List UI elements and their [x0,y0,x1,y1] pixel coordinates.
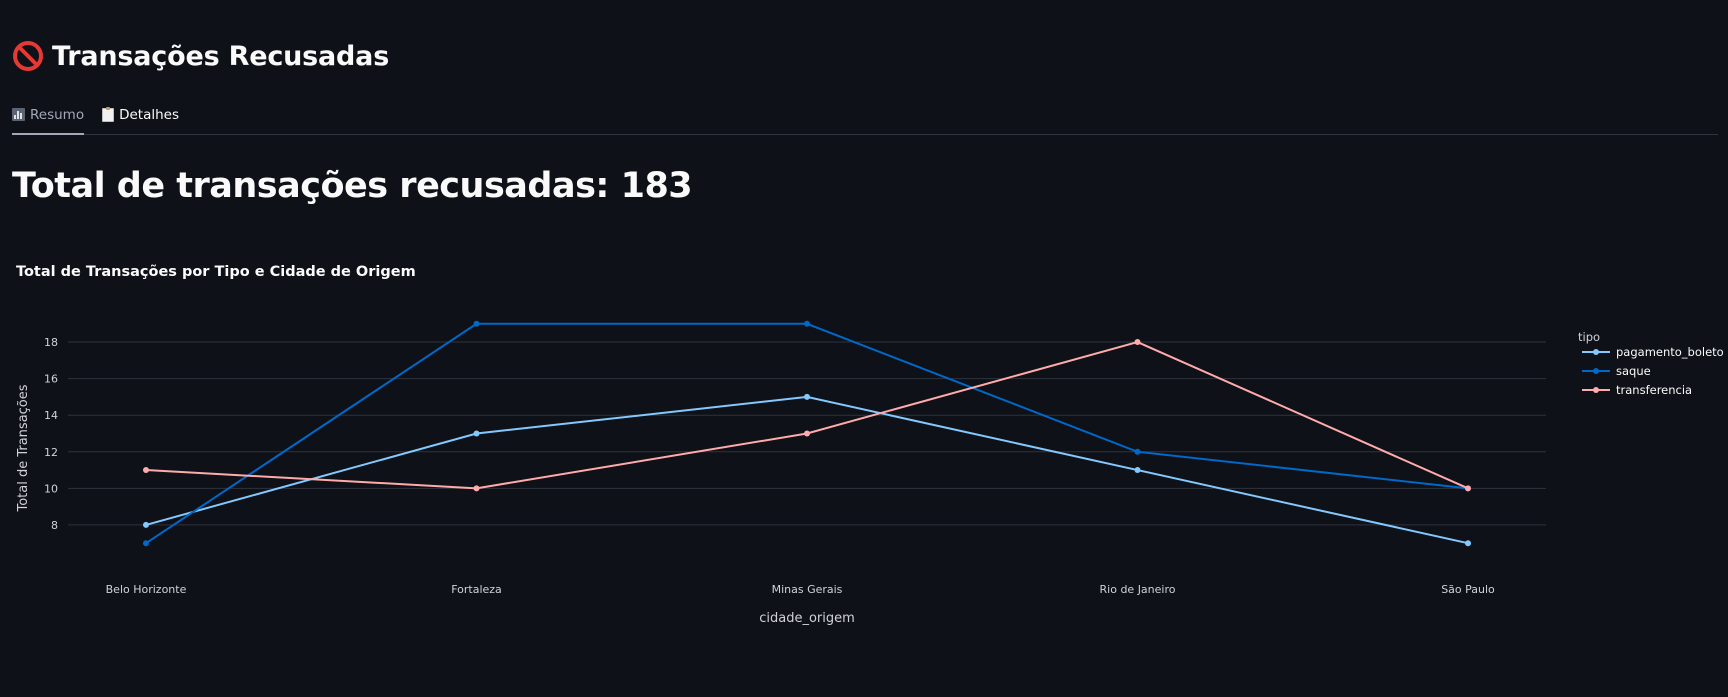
data-point[interactable] [143,467,149,474]
y-tick-label: 8 [51,519,58,532]
series-line[interactable] [145,395,1469,545]
legend-label: pagamento_boleto [1616,345,1724,359]
clipboard-icon [102,106,115,122]
y-tick-label: 12 [44,446,58,459]
tab-resumo[interactable]: Resumo [12,96,85,135]
legend-item-pagamento_boleto[interactable]: pagamento_boleto [1582,345,1724,359]
legend-label: transferencia [1616,383,1692,397]
data-point[interactable] [1465,540,1471,547]
x-tick-label: Fortaleza [451,583,502,596]
x-tick-label: Rio de Janeiro [1100,583,1176,596]
x-tick-label: São Paulo [1441,583,1495,596]
bar-chart-icon [12,108,25,121]
legend-title: tipo [1578,330,1600,344]
series-transferencia[interactable] [143,339,1471,492]
data-point[interactable] [473,430,480,437]
x-axis-ticks: Belo Horizonte Fortaleza Minas Gerais Rio d… [106,583,1495,596]
y-tick-label: 18 [44,336,58,349]
data-point[interactable] [1134,339,1141,346]
data-point[interactable] [804,393,810,400]
tab-detalhes[interactable]: Detalhes [102,96,179,133]
legend-item-saque[interactable]: saque [1582,364,1651,378]
data-point[interactable] [473,485,480,492]
data-point[interactable] [1134,467,1141,474]
data-point[interactable] [1134,448,1141,455]
data-point[interactable] [1465,485,1471,492]
prohibited-icon [13,41,43,71]
line-chart: Total de Transações por Tipo e Cidade de… [16,264,1724,626]
legend-label: saque [1616,364,1651,378]
x-tick-label: Minas Gerais [772,583,843,596]
y-tick-label: 16 [44,373,58,386]
data-point[interactable] [473,320,480,327]
y-tick-label: 10 [44,482,58,495]
tab-resumo-label: Resumo [30,106,85,123]
chart-series [143,320,1471,547]
tab-detalhes-label: Detalhes [119,106,180,123]
x-axis-label: cidade_origem [759,611,855,626]
legend-swatch-marker [1593,368,1599,374]
legend-swatch-marker [1593,387,1599,393]
tab-bar: Resumo Detalhes [12,96,1718,135]
data-point[interactable] [804,430,810,437]
data-point[interactable] [143,540,149,547]
total-refused-metric: Total de transações recusadas: 183 [12,166,693,206]
chart-grid [68,341,1546,526]
data-point[interactable] [804,320,810,327]
y-axis-ticks: 8 10 12 14 16 18 [44,336,58,532]
series-saque[interactable] [143,320,1471,547]
chart-title: Total de Transações por Tipo e Cidade de… [16,264,416,280]
data-point[interactable] [143,521,149,528]
y-axis-label: Total de Transações [16,384,31,512]
y-tick-label: 14 [44,409,58,422]
page-title: Transações Recusadas [12,40,389,72]
page-title-text: Transações Recusadas [52,40,390,72]
legend-swatch-marker [1593,349,1599,355]
series-pagamento_boleto[interactable] [143,393,1471,547]
legend-item-transferencia[interactable]: transferencia [1582,383,1692,397]
x-tick-label: Belo Horizonte [106,583,187,596]
